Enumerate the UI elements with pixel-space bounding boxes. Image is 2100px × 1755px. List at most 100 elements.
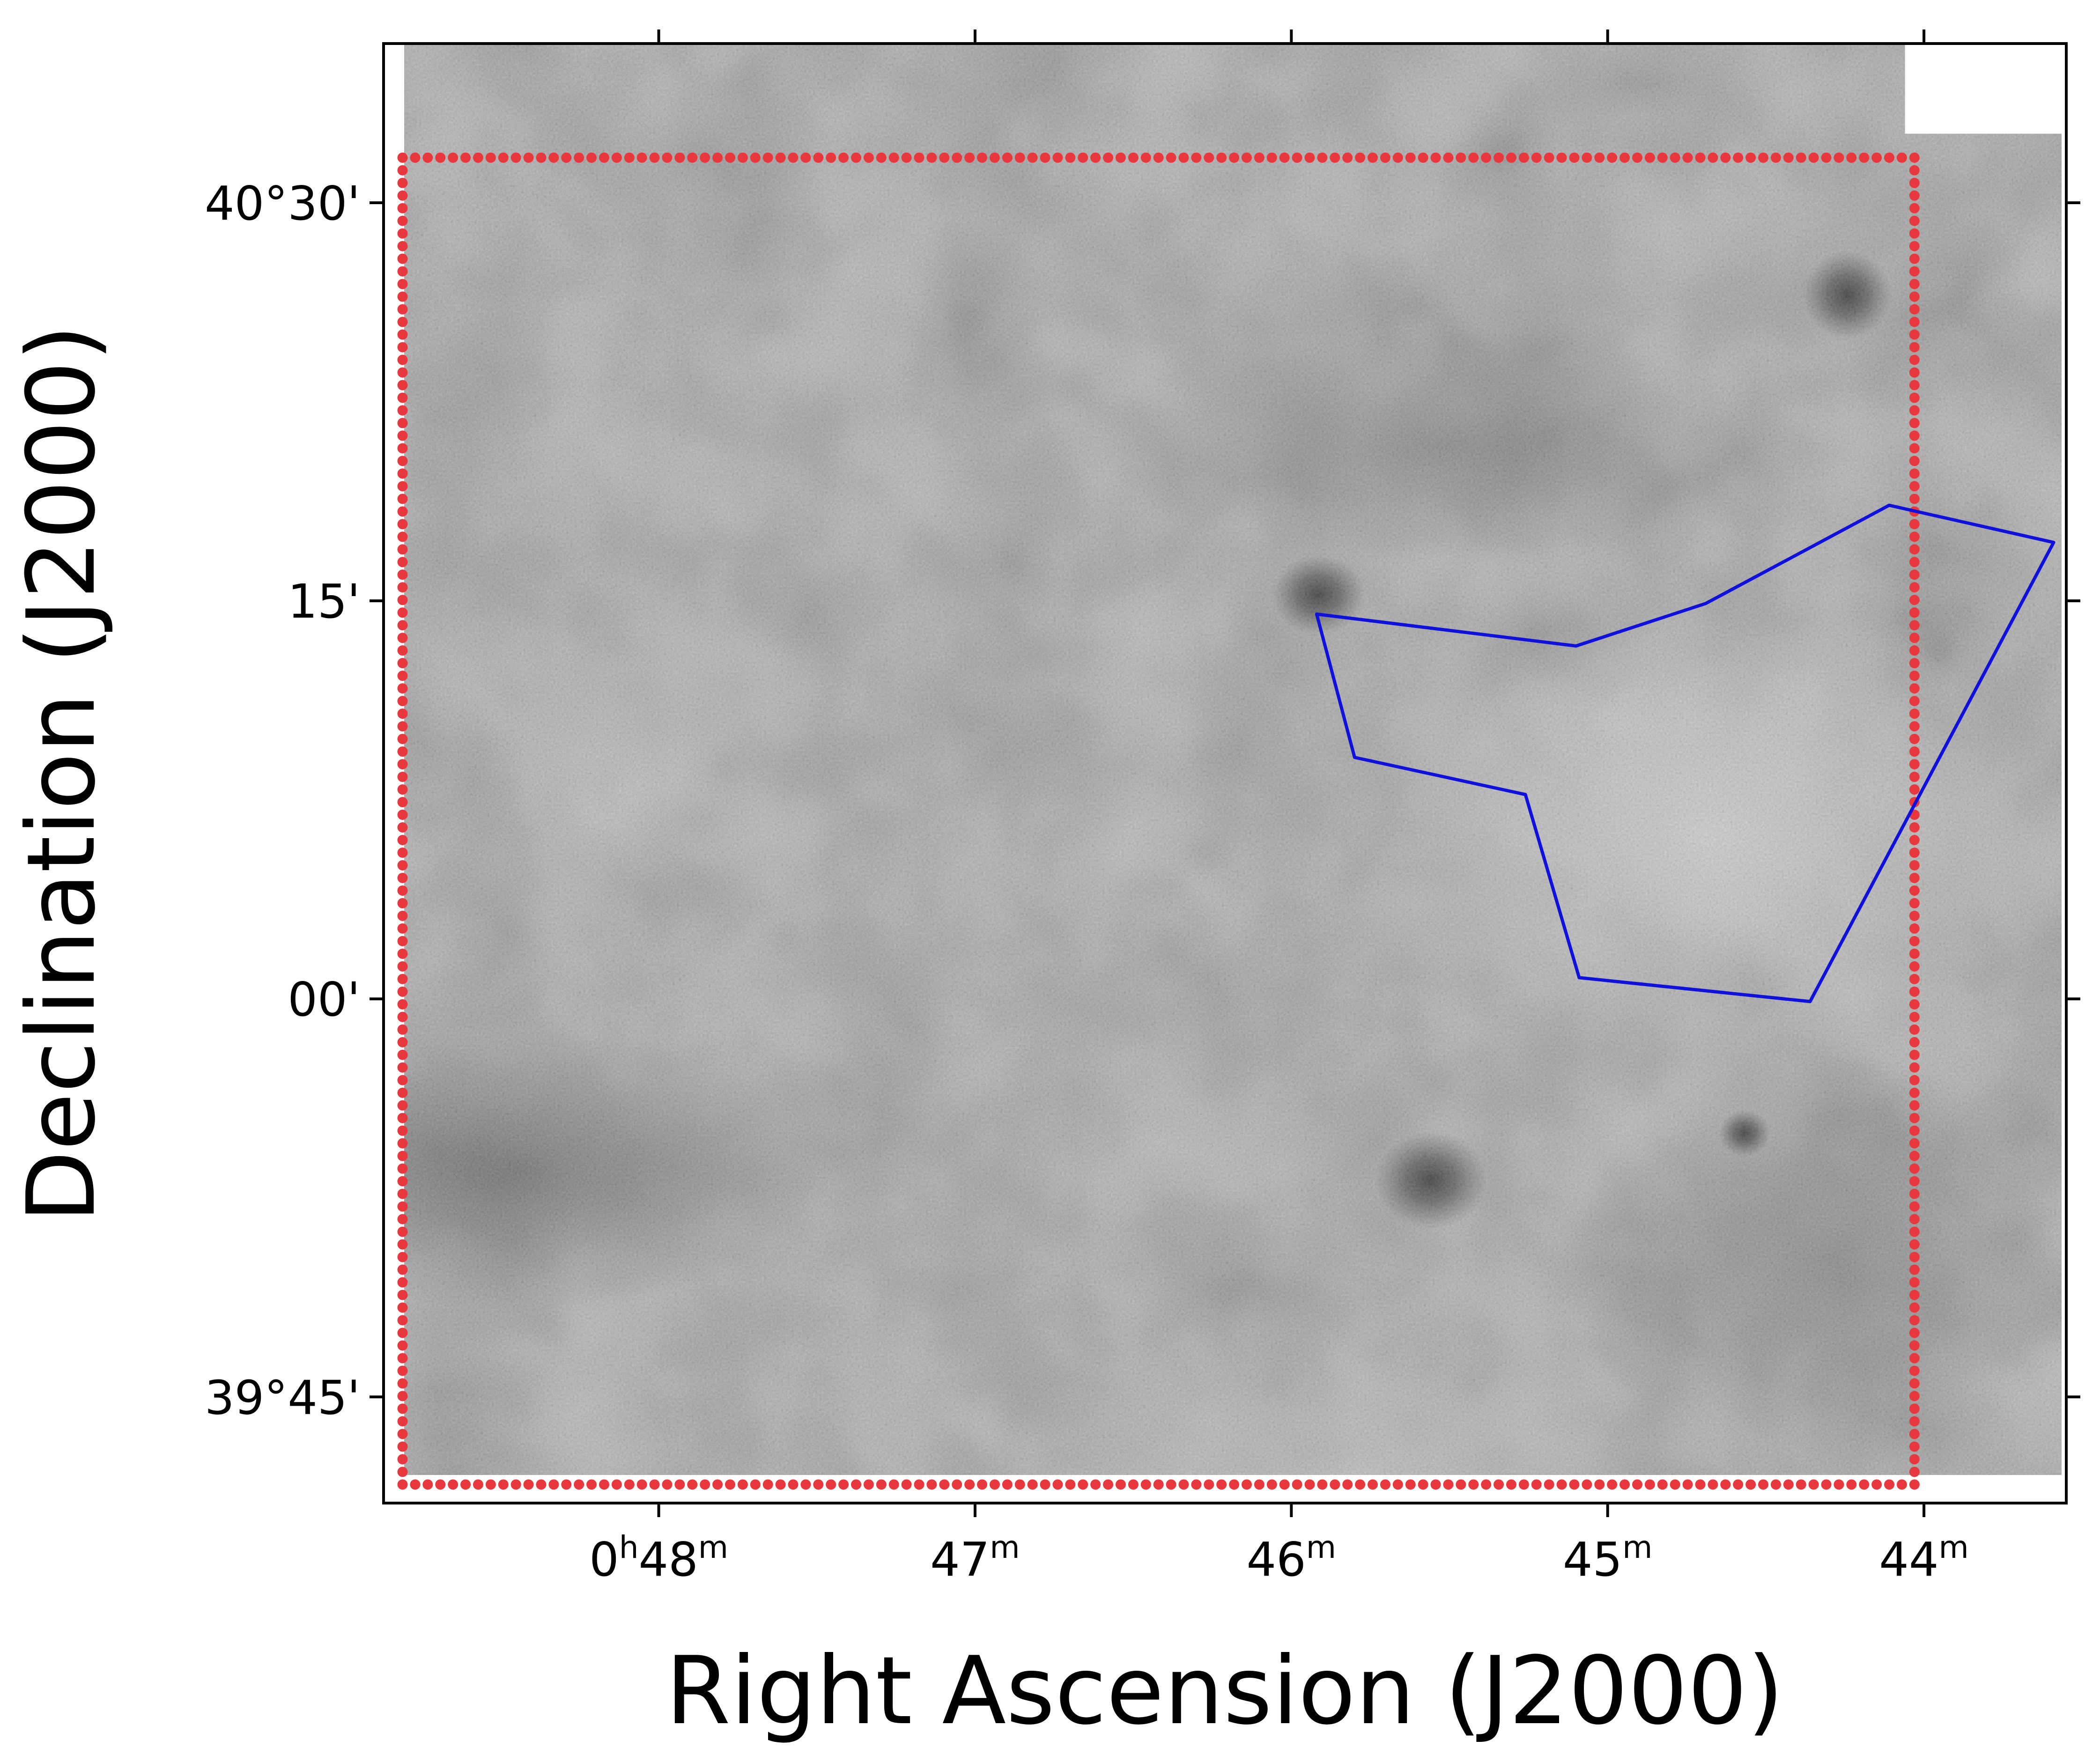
red-dot xyxy=(762,152,773,163)
red-dot xyxy=(662,152,673,163)
red-dot xyxy=(1670,1479,1680,1490)
red-dot xyxy=(876,152,887,163)
red-dot xyxy=(1430,1479,1441,1490)
red-dot xyxy=(397,215,408,226)
red-dot xyxy=(397,1188,408,1199)
red-dot xyxy=(397,1239,408,1250)
red-dot xyxy=(397,1403,408,1414)
red-dot xyxy=(1330,1479,1340,1490)
red-dot xyxy=(1909,595,1920,605)
red-dot xyxy=(1909,1340,1920,1351)
red-dot xyxy=(1405,152,1416,163)
red-dot xyxy=(397,1062,408,1073)
red-dot xyxy=(1909,253,1920,264)
red-dot xyxy=(813,152,824,163)
red-dot xyxy=(1909,582,1920,593)
red-dot xyxy=(1456,1479,1466,1490)
red-dot xyxy=(926,1479,937,1490)
red-dot xyxy=(876,1479,887,1490)
red-dot xyxy=(586,152,597,163)
red-dot xyxy=(397,380,408,391)
red-dot xyxy=(397,1277,408,1288)
red-dot xyxy=(397,696,408,707)
red-dot xyxy=(397,1037,408,1047)
red-dot xyxy=(1708,152,1718,163)
red-dot xyxy=(397,999,408,1010)
red-dot xyxy=(1909,986,1920,997)
red-dot xyxy=(1166,152,1176,163)
red-dot xyxy=(1808,1479,1819,1490)
red-dot xyxy=(1909,658,1920,669)
red-dot xyxy=(536,152,547,163)
red-dot xyxy=(1909,1378,1920,1389)
red-dot xyxy=(1909,228,1920,239)
red-dot xyxy=(1191,152,1202,163)
red-dot xyxy=(1909,405,1920,416)
red-dot xyxy=(737,152,748,163)
red-dot xyxy=(1909,1479,1920,1490)
red-dot xyxy=(1078,152,1088,163)
red-dot xyxy=(397,1113,408,1123)
red-dot xyxy=(1556,152,1567,163)
red-dot xyxy=(1834,152,1844,163)
red-dot xyxy=(611,1479,622,1490)
red-dot xyxy=(397,910,408,921)
red-dot xyxy=(1909,165,1920,176)
red-dot xyxy=(1909,1011,1920,1022)
x-tick-label: 0h48m xyxy=(589,1529,728,1587)
red-dot xyxy=(1468,152,1479,163)
red-dot xyxy=(1594,152,1605,163)
red-dot xyxy=(939,152,950,163)
red-dot xyxy=(1531,1479,1542,1490)
red-dot xyxy=(1796,152,1806,163)
red-dot xyxy=(1115,1479,1126,1490)
red-dot xyxy=(1355,152,1366,163)
red-dot xyxy=(1909,1201,1920,1212)
red-dot xyxy=(410,152,421,163)
red-dot xyxy=(1909,910,1920,921)
red-dot xyxy=(1418,1479,1428,1490)
red-dot xyxy=(397,1264,408,1275)
red-dot xyxy=(536,1479,547,1490)
red-dot xyxy=(1644,1479,1655,1490)
red-dot xyxy=(1380,152,1390,163)
red-dot xyxy=(1342,1479,1353,1490)
red-dot xyxy=(397,784,408,795)
red-dot xyxy=(1783,1479,1794,1490)
red-dot xyxy=(1896,1479,1907,1490)
red-dot xyxy=(397,291,408,302)
red-dot xyxy=(1909,822,1920,833)
red-dot xyxy=(397,1454,408,1465)
red-dot xyxy=(1909,392,1920,403)
red-dot xyxy=(1909,961,1920,972)
red-dot xyxy=(1909,1467,1920,1477)
red-dot xyxy=(397,557,408,568)
red-dot xyxy=(1708,1479,1718,1490)
red-dot xyxy=(1909,1100,1920,1111)
red-dot xyxy=(397,1467,408,1477)
red-dot xyxy=(1506,1479,1516,1490)
red-dot xyxy=(1909,317,1920,327)
red-dot xyxy=(1216,1479,1227,1490)
red-dot xyxy=(397,241,408,251)
red-dot xyxy=(397,494,408,504)
red-dot xyxy=(1758,1479,1768,1490)
red-dot xyxy=(1052,152,1063,163)
red-dot xyxy=(397,367,408,378)
red-dot xyxy=(1909,215,1920,226)
red-dot xyxy=(397,418,408,428)
red-dot xyxy=(1682,152,1693,163)
red-dot xyxy=(1569,152,1580,163)
red-dot xyxy=(1909,1365,1920,1376)
red-dot xyxy=(989,1479,1000,1490)
red-dot xyxy=(397,1049,408,1060)
red-dot xyxy=(397,1125,408,1136)
red-dot xyxy=(397,279,408,289)
red-dot xyxy=(1027,152,1038,163)
red-dot xyxy=(1909,1327,1920,1338)
red-dot xyxy=(1317,1479,1328,1490)
red-dot xyxy=(473,152,483,163)
red-dot xyxy=(1909,1049,1920,1060)
red-dot xyxy=(397,759,408,770)
x-tick-label: 44m xyxy=(1879,1529,1969,1587)
